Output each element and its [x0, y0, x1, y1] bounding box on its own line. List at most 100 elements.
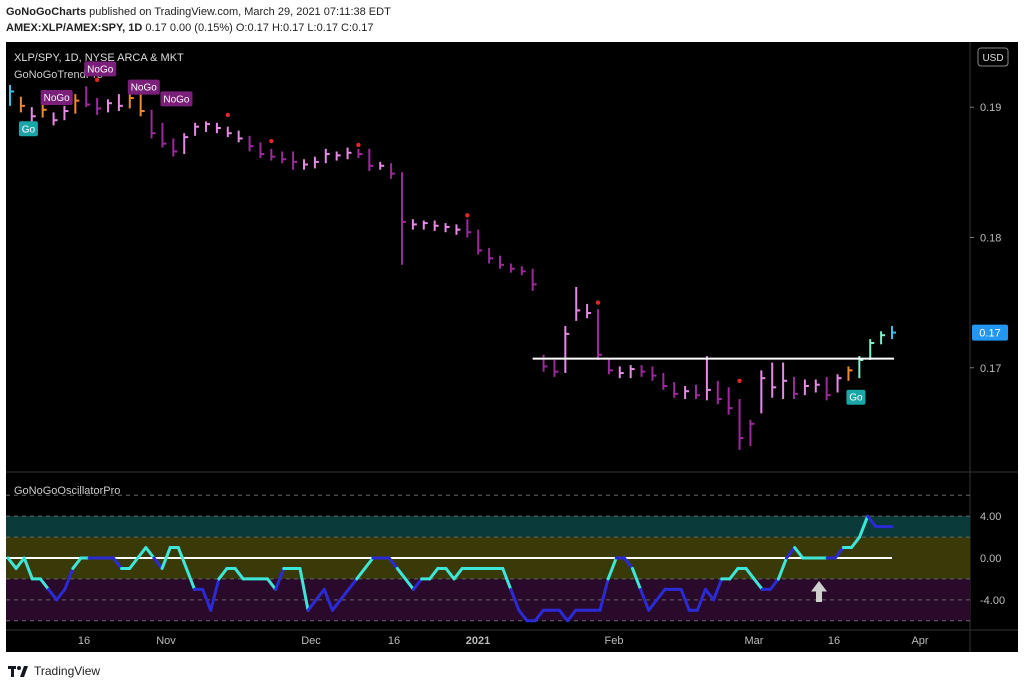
- osc-label: 4.00: [980, 511, 1001, 523]
- ohlc-bar: [85, 86, 91, 108]
- osc-segment: [339, 587, 351, 602]
- osc-segment: [752, 577, 764, 591]
- price-label: 0.18: [980, 232, 1001, 244]
- ohlc-bar: [771, 362, 777, 398]
- symbol-name: AMEX:XLP/AMEX:SPY, 1D: [6, 22, 143, 34]
- time-tick: Nov: [156, 635, 176, 647]
- osc-segment: [444, 566, 456, 581]
- chart-svg[interactable]: XLP/SPY, 1D, NYSE ARCA & MKT GoNoGoTrend…: [6, 42, 1018, 652]
- ohlc-bar: [880, 331, 886, 345]
- signal-bg: [127, 79, 160, 95]
- osc-segment: [395, 566, 407, 581]
- osc-segment: [866, 514, 878, 529]
- osc-segment: [712, 577, 724, 602]
- osc-segment: [128, 556, 140, 570]
- ohlc-bar: [858, 356, 864, 379]
- footer: TradingView: [0, 652, 1024, 689]
- trend-indicator-name[interactable]: GoNoGoTrendPro: [14, 69, 103, 81]
- author-name[interactable]: GoNoGoCharts: [6, 6, 87, 18]
- ohlc-bar: [259, 142, 265, 158]
- osc-segment: [606, 556, 618, 581]
- ohlc-bar: [346, 147, 352, 160]
- chart-area[interactable]: XLP/SPY, 1D, NYSE ARCA & MKT GoNoGoTrend…: [6, 42, 1018, 652]
- signal-badge: Go: [846, 389, 866, 405]
- ohlc-bar: [183, 133, 189, 155]
- signal-text: NoGo: [131, 83, 158, 94]
- osc-segment: [452, 566, 464, 581]
- signal-text: NoGo: [163, 94, 190, 105]
- price-label: 0.17: [980, 363, 1001, 375]
- tradingview-logo[interactable]: TradingView: [8, 664, 100, 678]
- osc-segment: [403, 577, 416, 591]
- osc-segment: [598, 577, 610, 612]
- momentum-arrow: [811, 581, 828, 602]
- osc-segment: [233, 566, 245, 581]
- publish-header: GoNoGoCharts published on TradingView.co…: [0, 0, 1024, 40]
- time-tick: Apr: [911, 635, 928, 647]
- signal-badge: NoGo: [84, 61, 117, 77]
- osc-segment: [22, 556, 34, 581]
- signal-bg: [160, 91, 193, 107]
- ohlc-bar: [869, 339, 875, 360]
- oscillator-name[interactable]: GoNoGoOscillatorPro: [14, 485, 120, 497]
- ohlc-bar: [793, 376, 798, 400]
- osc-segment: [533, 608, 545, 623]
- osc-segment: [63, 566, 75, 591]
- ohlc-bar: [52, 112, 58, 126]
- ohlc-bar: [335, 151, 341, 161]
- osc-segment: [176, 546, 188, 570]
- osc-segment: [38, 577, 51, 591]
- ohlc-bar: [651, 366, 657, 381]
- osc-segment: [517, 608, 529, 623]
- osc-segment: [622, 556, 634, 570]
- axis-labels: 0.19 0.18 0.17 0.17 4.00 0.00 -4.00 16 Nov Dec 16 2…: [78, 102, 1008, 647]
- ohlc-bar: [281, 151, 287, 164]
- osc-segment: [136, 546, 148, 560]
- ohlc-bar: [292, 151, 298, 170]
- osc-segment: [322, 587, 334, 612]
- ohlc-bar: [738, 399, 744, 450]
- osc-segment: [639, 587, 651, 612]
- ohlc-bar: [499, 255, 504, 269]
- osc-segment: [833, 546, 845, 560]
- ohlc-bar: [825, 376, 831, 401]
- osc-segment: [387, 556, 399, 570]
- countertrend-dot: [465, 213, 470, 218]
- ohlc-bar: [401, 172, 406, 265]
- ohlc-bar: [215, 122, 221, 134]
- ohlc-bar: [836, 374, 842, 393]
- time-tick: 16: [388, 635, 400, 647]
- osc-segment: [679, 587, 691, 612]
- osc-segment: [217, 566, 229, 581]
- ohlc-bar: [847, 366, 853, 381]
- ohlc-bar: [172, 138, 178, 157]
- publish-info: published on TradingView.com, March 29, …: [89, 6, 391, 18]
- ohlc-bar: [662, 372, 668, 390]
- ohlc-bar: [575, 286, 581, 321]
- countertrend-dot: [94, 77, 100, 82]
- currency-button[interactable]: USD: [977, 47, 1009, 67]
- ohlc-bar: [716, 380, 722, 405]
- ohlc-bar: [488, 247, 494, 264]
- ohlc-bar: [814, 379, 820, 393]
- signal-badge: Go: [18, 121, 38, 137]
- signal-bg: [84, 61, 117, 77]
- last-price-label: 0.17: [979, 328, 1000, 340]
- ohlc-bar: [226, 126, 232, 138]
- osc-segment: [647, 598, 659, 612]
- ohlc-bar: [684, 386, 690, 400]
- ohlc-bar: [727, 387, 733, 415]
- tradingview-brand: TradingView: [34, 664, 101, 678]
- ohlc-bar: [19, 96, 25, 113]
- ohlc-bar: [531, 268, 537, 291]
- osc-segment: [347, 577, 359, 591]
- osc-segment: [298, 566, 310, 612]
- ohlc-bar: [597, 309, 602, 360]
- osc-segment: [111, 556, 124, 570]
- osc-segment: [785, 546, 797, 560]
- ohlc-bar: [411, 219, 417, 230]
- ohlc-bar: [379, 161, 385, 170]
- quote-values: 0.17 0.00 (0.15%) O:0.17 H:0.17 L:0.17 C…: [145, 22, 374, 34]
- osc-segment: [152, 556, 164, 570]
- osc-segment: [768, 577, 780, 591]
